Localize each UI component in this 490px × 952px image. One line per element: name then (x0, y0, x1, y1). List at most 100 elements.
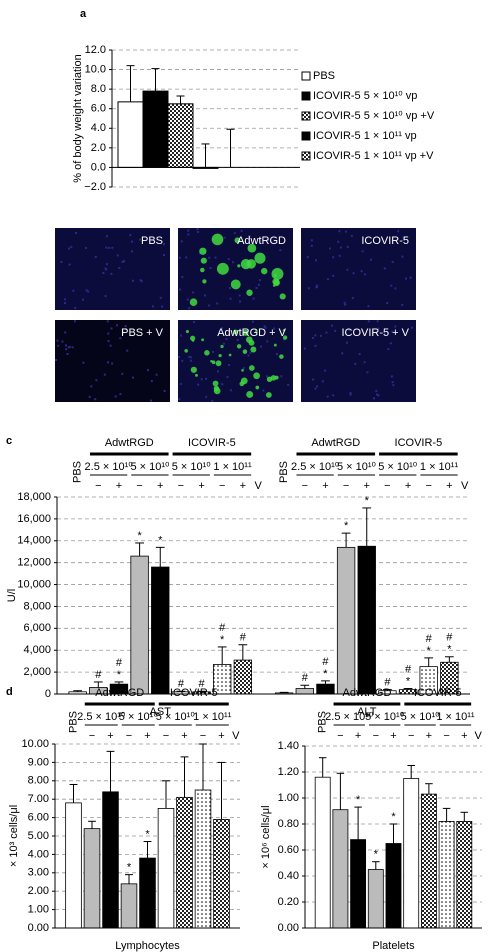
micrograph-noise (352, 272, 355, 275)
legend-label: ICOVIR-5 5 × 10¹⁰ vp (313, 90, 417, 102)
significance-marker: * (158, 534, 163, 546)
micrograph-noise (203, 294, 206, 297)
bar (167, 103, 194, 168)
bar (332, 809, 349, 929)
significance-marker: # (426, 633, 433, 645)
micrograph-noise (367, 305, 370, 308)
micrograph-noise (312, 378, 315, 381)
micrograph-noise (410, 326, 413, 329)
group-label: ICOVIR-5 (188, 437, 236, 449)
micrograph-noise (188, 355, 191, 358)
micrograph-noise (155, 373, 158, 376)
legend-swatch (301, 71, 311, 81)
micrograph-noise (338, 230, 341, 233)
micrograph-noise (209, 267, 212, 270)
micrograph-noise (104, 295, 107, 298)
micrograph-noise (345, 230, 348, 233)
micrograph-noise (68, 247, 71, 250)
micrograph-noise (122, 331, 125, 334)
micrograph-noise (68, 346, 71, 349)
fluorescent-spot (242, 329, 249, 336)
fluorescent-spot (228, 353, 232, 357)
micrograph-noise (307, 287, 310, 290)
micrograph-noise (239, 300, 242, 303)
bar (151, 566, 170, 695)
significance-marker: # (219, 622, 226, 634)
y-tick-label: 1.20 (278, 766, 299, 778)
micrograph-noise (266, 375, 269, 378)
micrograph-noise (348, 329, 351, 332)
micrograph-noise (107, 340, 110, 343)
micrograph-noise (314, 387, 317, 390)
fluorescent-spot (215, 360, 222, 367)
micrograph-noise (349, 393, 352, 396)
micrograph-noise (130, 240, 133, 243)
micrograph-noise (74, 306, 77, 309)
micrograph-noise (70, 245, 73, 248)
micrograph-noise (316, 285, 319, 288)
legend-swatch (301, 91, 311, 101)
micrograph-noise (107, 332, 110, 335)
significance-marker: # (405, 663, 412, 675)
fluorescent-spot (242, 349, 248, 354)
micrograph-noise (139, 279, 142, 282)
micrograph-noise (106, 320, 109, 323)
bar (367, 869, 384, 929)
micrograph-noise (208, 304, 211, 307)
significance-marker: # (95, 669, 102, 681)
fluorescent-spot (184, 349, 188, 353)
bar (194, 789, 212, 929)
fluorescent-spot (248, 339, 255, 346)
fluorescent-spot (199, 247, 207, 255)
dose-label: 2.5 × 10¹⁰ (77, 711, 126, 723)
micrograph-noise (351, 297, 354, 300)
micrograph-noise (159, 296, 162, 299)
y-tick-label: 10.0 (85, 63, 106, 75)
micrograph-noise (251, 320, 254, 323)
significance-marker: # (446, 632, 453, 644)
y-tick-label: 4,000 (23, 644, 51, 656)
y-tick-label: 10,000 (17, 578, 51, 590)
micrograph-noise (319, 334, 322, 337)
micrograph-noise (84, 246, 87, 249)
micrograph-noise (60, 260, 63, 263)
micrograph-noise (248, 234, 251, 237)
micrograph-noise (190, 359, 193, 362)
micrograph-noise (74, 232, 77, 235)
micrograph-noise (178, 256, 181, 259)
significance-marker: * (145, 828, 150, 840)
micrograph-label: PBS (141, 235, 163, 247)
group-label: ICOVIR-5 (414, 687, 462, 699)
micrograph-noise (131, 279, 134, 282)
micrograph-noise (330, 324, 333, 327)
virus-sign: − (343, 480, 349, 492)
micrograph-noise (102, 272, 105, 275)
dose-label: 5 × 10¹⁰ (172, 461, 212, 473)
micrograph-noise (63, 302, 66, 305)
micrograph-label: PBS + V (121, 327, 164, 339)
bar (314, 776, 331, 929)
dose-label: 5 × 10¹⁰ (337, 461, 377, 473)
y-tick-label: 18,000 (17, 491, 51, 503)
fluorescent-spot (240, 258, 252, 270)
virus-sign: − (337, 730, 343, 742)
fluorescent-spot (246, 391, 254, 398)
micrograph-noise (81, 298, 84, 301)
micrograph-noise (383, 332, 386, 335)
micrograph-noise (132, 376, 135, 379)
micrograph-noise (68, 263, 71, 266)
micrograph-noise (88, 395, 91, 398)
y-tick-label: 3.00 (28, 867, 49, 879)
y-tick-label: 7.00 (28, 793, 49, 805)
y-tick-label: 14,000 (17, 535, 51, 547)
micrograph-noise (314, 259, 317, 262)
micrograph-noise (216, 302, 219, 305)
micrograph-noise (229, 297, 232, 300)
bar (213, 819, 230, 929)
micrograph-noise (279, 249, 282, 252)
fluorescent-spot (253, 372, 260, 380)
fluorescent-spot (201, 338, 205, 342)
fluorescent-spot (279, 354, 284, 359)
micrograph-noise (140, 280, 143, 283)
micrograph-noise (363, 273, 366, 276)
